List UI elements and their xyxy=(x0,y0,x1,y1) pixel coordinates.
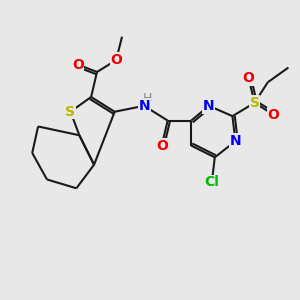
Text: O: O xyxy=(156,139,168,153)
Text: N: N xyxy=(203,99,215,113)
Text: O: O xyxy=(268,108,280,122)
Text: O: O xyxy=(72,58,84,72)
Text: S: S xyxy=(250,96,260,110)
Text: O: O xyxy=(243,71,255,85)
Text: O: O xyxy=(110,53,122,67)
Text: N: N xyxy=(230,134,241,148)
Text: Cl: Cl xyxy=(204,176,219,189)
Text: S: S xyxy=(65,105,76,119)
Text: H: H xyxy=(142,92,152,105)
Text: N: N xyxy=(138,99,150,113)
